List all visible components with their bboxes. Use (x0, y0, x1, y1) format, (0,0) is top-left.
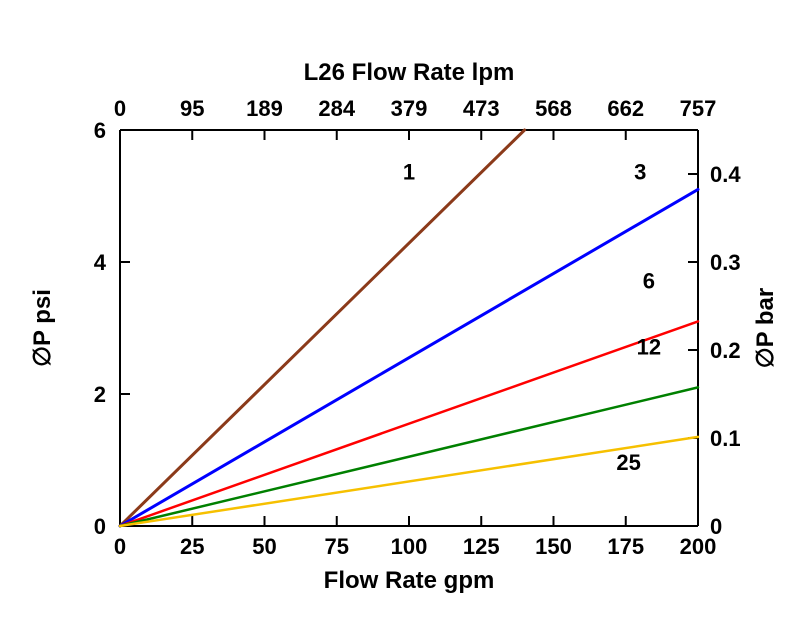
y-left-tick-label: 0 (94, 514, 106, 539)
y-right-tick-label: 0.2 (710, 338, 741, 363)
y-right-tick-label: 0.3 (710, 250, 741, 275)
y-left-tick-label: 2 (94, 382, 106, 407)
x-top-tick-label: 568 (535, 96, 572, 121)
series-label-6: 6 (643, 268, 655, 293)
y-right-tick-label: 0.4 (710, 162, 741, 187)
x-bottom-tick-label: 100 (391, 534, 428, 559)
x-bottom-tick-label: 50 (252, 534, 276, 559)
x-bottom-tick-label: 25 (180, 534, 204, 559)
top-axis-title: L26 Flow Rate lpm (304, 59, 515, 86)
y-left-tick-label: 6 (94, 118, 106, 143)
x-top-tick-label: 757 (680, 96, 717, 121)
series-label-12: 12 (637, 334, 661, 359)
bottom-axis-title: Flow Rate gpm (324, 567, 495, 594)
x-bottom-tick-label: 175 (607, 534, 644, 559)
x-top-tick-label: 379 (391, 96, 428, 121)
x-top-tick-label: 189 (246, 96, 283, 121)
y-right-tick-label: 0 (710, 514, 722, 539)
x-bottom-tick-label: 125 (463, 534, 500, 559)
series-label-25: 25 (616, 450, 640, 475)
pressure-drop-chart: 0255075100125150175200095189284379473568… (0, 0, 808, 636)
x-bottom-tick-label: 150 (535, 534, 572, 559)
series-label-3: 3 (634, 160, 646, 185)
right-axis-title: ∅P bar (752, 288, 779, 369)
x-bottom-tick-label: 0 (114, 534, 126, 559)
series-label-1: 1 (403, 160, 415, 185)
x-top-tick-label: 95 (180, 96, 204, 121)
y-left-tick-label: 4 (94, 250, 107, 275)
y-right-tick-label: 0.1 (710, 426, 741, 451)
x-bottom-tick-label: 75 (325, 534, 349, 559)
left-axis-title: ∅P psi (29, 289, 56, 367)
x-top-tick-label: 473 (463, 96, 500, 121)
x-top-tick-label: 0 (114, 96, 126, 121)
x-top-tick-label: 284 (318, 96, 355, 121)
x-top-tick-label: 662 (607, 96, 644, 121)
chart-svg: 0255075100125150175200095189284379473568… (0, 0, 808, 636)
